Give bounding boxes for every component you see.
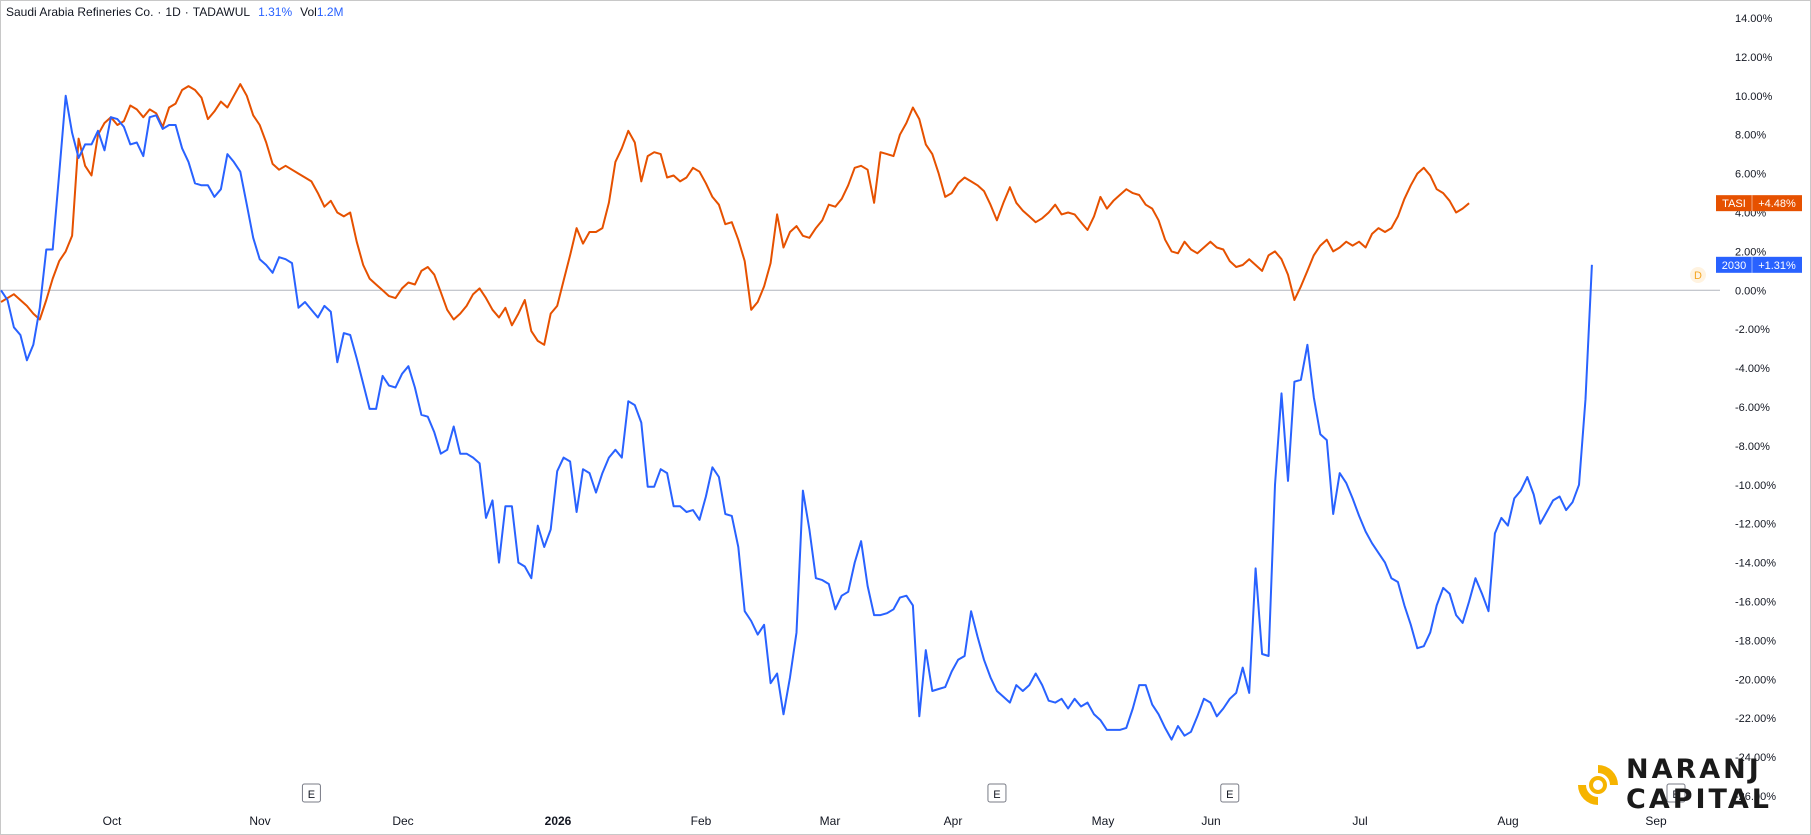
x-tick-label: 2026: [545, 814, 572, 828]
earnings-marker-label: E: [1672, 789, 1679, 801]
badge-series-value: +4.48%: [1758, 198, 1796, 210]
x-tick-label: Nov: [249, 814, 270, 828]
x-tick-label: Aug: [1497, 814, 1518, 828]
earnings-marker[interactable]: E: [1220, 783, 1240, 803]
y-tick-label: -16.00%: [1735, 597, 1776, 609]
exchange-label: TADAWUL: [192, 5, 251, 19]
x-tick-label: Jul: [1352, 814, 1367, 828]
y-tick-label: 0.00%: [1735, 285, 1766, 297]
x-tick-label: May: [1092, 814, 1115, 828]
y-tick-label: 6.00%: [1735, 169, 1766, 181]
badge-value-bg: [1752, 195, 1802, 212]
y-tick-label: -6.00%: [1735, 402, 1770, 414]
y-tick-label: -26.00%: [1735, 791, 1776, 803]
volume-label: Vol: [300, 5, 317, 19]
y-tick-label: -18.00%: [1735, 635, 1776, 647]
earnings-marker[interactable]: E: [1666, 783, 1686, 803]
y-tick-label: 12.00%: [1735, 52, 1773, 64]
series-line-2030[interactable]: [0, 94, 1593, 741]
earnings-marker[interactable]: E: [301, 783, 321, 803]
earnings-marker-label: E: [993, 789, 1000, 801]
y-tick-label: -8.00%: [1735, 441, 1770, 453]
change-percent: 1.31%: [258, 5, 293, 19]
y-tick-label: 10.00%: [1735, 91, 1773, 103]
badge-series-name: 2030: [1722, 260, 1746, 272]
price-badge-tasi: TASI +4.48%: [1716, 195, 1802, 212]
earnings-marker[interactable]: E: [987, 783, 1007, 803]
y-tick-label: -22.00%: [1735, 713, 1776, 725]
badge-layer: TASI +4.48% 2030 +1.31%: [1716, 195, 1802, 273]
badge-series-name: TASI: [1722, 198, 1746, 210]
brand-line2: CAPITAL: [1626, 784, 1772, 815]
earnings-marker-box: [987, 783, 1007, 803]
symbol-legend[interactable]: Saudi Arabia Refineries Co. · 1D · TADAW…: [6, 5, 344, 19]
x-tick-label: Feb: [691, 814, 712, 828]
sun-logo-icon: [1578, 765, 1618, 805]
legend-separator: ·: [184, 5, 189, 19]
earnings-marker-label: E: [308, 789, 315, 801]
badge-name-bg: [1716, 256, 1752, 273]
dividend-marker[interactable]: D: [1690, 267, 1706, 283]
dividend-marker-label: D: [1694, 270, 1702, 282]
volume-value: 1.2M: [316, 5, 344, 19]
x-tick-label: Jun: [1201, 814, 1220, 828]
brand-line1: NARANJ: [1626, 754, 1762, 785]
badge-value-bg: [1752, 256, 1802, 273]
badge-name-bg: [1716, 195, 1752, 212]
x-tick-label: Apr: [944, 814, 963, 828]
legend-separator: ·: [157, 5, 162, 19]
y-tick-label: 2.00%: [1735, 246, 1766, 258]
price-badge-2030: 2030 +1.31%: [1716, 256, 1802, 273]
x-tick-label: Mar: [820, 814, 841, 828]
symbol-name[interactable]: Saudi Arabia Refineries Co.: [6, 5, 154, 19]
series-layer: [0, 83, 1593, 741]
y-tick-label: -12.00%: [1735, 519, 1776, 531]
y-tick-label: -20.00%: [1735, 674, 1776, 686]
y-tick-label: -14.00%: [1735, 558, 1776, 570]
earnings-marker-box: [1666, 783, 1686, 803]
x-tick-label: Oct: [103, 814, 122, 828]
y-tick-label: -24.00%: [1735, 752, 1776, 764]
series-line-tasi[interactable]: [0, 83, 1470, 346]
earnings-marker-label: E: [1226, 789, 1233, 801]
axis-layer: 14.00%12.00%10.00%8.00%6.00%4.00%2.00%0.…: [103, 13, 1777, 828]
badge-series-value: +1.31%: [1758, 260, 1796, 272]
y-tick-label: 14.00%: [1735, 13, 1773, 25]
brand-logo: NARANJ CAPITAL: [1576, 755, 1769, 815]
interval-label[interactable]: 1D: [165, 5, 181, 19]
earnings-marker-box: [1220, 783, 1240, 803]
x-tick-label: Dec: [392, 814, 413, 828]
dividend-marker-circle: [1690, 267, 1706, 283]
y-tick-label: -4.00%: [1735, 363, 1770, 375]
y-tick-label: -2.00%: [1735, 324, 1770, 336]
y-tick-label: -10.00%: [1735, 480, 1776, 492]
marker-layer: E E E E D: [301, 267, 1706, 803]
y-tick-label: 8.00%: [1735, 130, 1766, 142]
x-tick-label: Sep: [1645, 814, 1667, 828]
brand-name: NARANJ CAPITAL: [1626, 755, 1772, 815]
earnings-marker-box: [301, 783, 321, 803]
